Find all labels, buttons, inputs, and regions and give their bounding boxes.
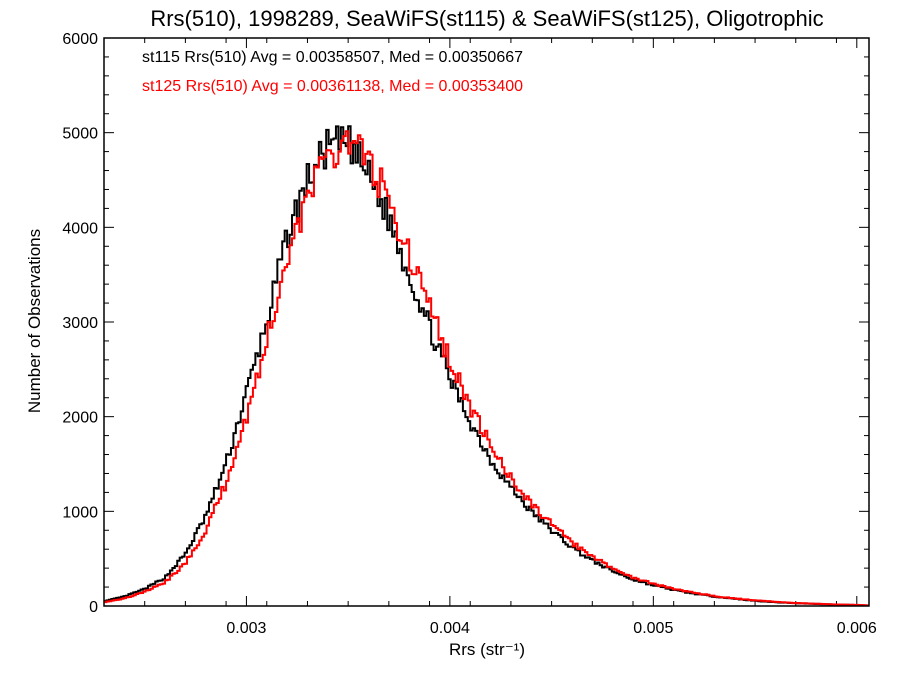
y-tick-label: 0 [89, 599, 98, 616]
y-tick-label: 3000 [62, 315, 98, 332]
y-tick-label: 1000 [62, 504, 98, 521]
series-line-1 [104, 125, 870, 607]
chart-title: Rrs(510), 1998289, SeaWiFS(st115) & SeaW… [150, 6, 823, 31]
x-tick-label: 0.003 [226, 620, 266, 637]
legend-entry-1: st115 Rrs(510) Avg = 0.00358507, Med = 0… [142, 49, 523, 66]
y-axis-label: Number of Observations [25, 229, 44, 413]
y-tick-label: 2000 [62, 410, 98, 427]
series-line-2 [104, 130, 870, 607]
y-tick-label: 5000 [62, 126, 98, 143]
y-tick-label: 4000 [62, 220, 98, 237]
x-tick-label: 0.004 [430, 620, 470, 637]
chart-marks: 0.003 0.004 0.005 0.006 0 1000 2000 3000 4000 500… [62, 31, 877, 637]
x-axis-label: Rrs (str⁻¹) [449, 640, 525, 659]
x-tick-label: 0.005 [633, 620, 673, 637]
plot-frame [103, 37, 870, 607]
legend-entry-2: st125 Rrs(510) Avg = 0.00361138, Med = 0… [142, 78, 523, 95]
x-tick-label: 0.006 [837, 620, 877, 637]
y-tick-label: 6000 [62, 31, 98, 48]
legend: st115 Rrs(510) Avg = 0.00358507, Med = 0… [142, 49, 523, 95]
